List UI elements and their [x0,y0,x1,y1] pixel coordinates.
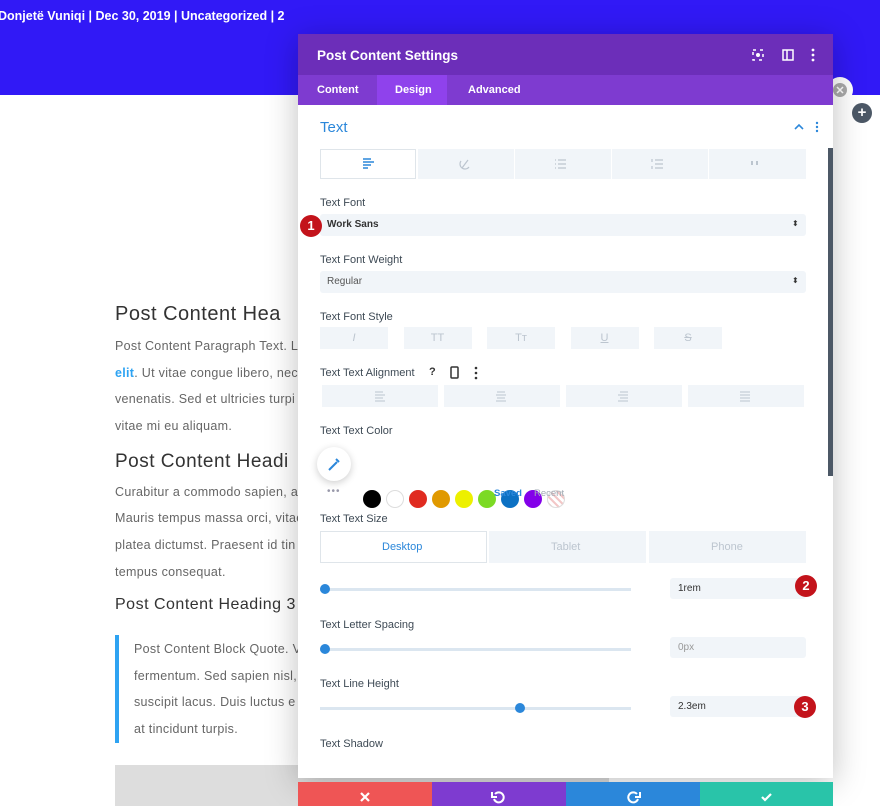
text: . Ut vitae congue libero, nec [134,366,298,380]
text-input[interactable]: 1rem [670,578,806,599]
icon [360,792,370,802]
paragraph-line: Post Content Paragraph Text. Lo [115,339,306,353]
color-swatch[interactable] [363,490,381,508]
device-label: Tablet [551,541,581,553]
icon [833,83,847,97]
slider-knob[interactable] [515,703,525,713]
section-title[interactable]: Text [320,119,348,136]
field-label: Text Text Size [320,513,388,525]
slider-track[interactable] [320,707,631,710]
help-icon[interactable]: ? [429,366,436,378]
color-swatch[interactable] [501,490,519,508]
device-label: Phone [711,541,743,553]
eyedropper [328,458,340,471]
slider-knob[interactable] [320,644,330,654]
style-button[interactable]: Tт [487,327,555,349]
color-picker[interactable] [317,447,351,481]
alignment-buttons[interactable] [322,385,804,407]
style-button[interactable]: I [320,327,388,349]
tab[interactable]: Design [395,84,432,96]
icon [627,791,641,804]
paragraph-line: vitae mi eu aliquam. [115,419,233,433]
modal-header [298,34,833,75]
color-swatch[interactable] [409,490,427,508]
header-icons[interactable] [748,46,823,64]
field-label: Text Letter Spacing [320,619,415,631]
select-value: Regular [327,276,363,287]
modal-title: Post Content Settings [317,48,458,63]
quote-line: at tincidunt turpis. [134,722,238,736]
discard-button[interactable] [298,782,432,806]
tab[interactable]: Advanced [468,84,521,96]
text-input[interactable]: 0px [670,637,806,658]
post-meta: Donjetë Vuniqi | Dec 30, 2019 | Uncatego… [0,9,285,23]
field-label: Text Font [320,197,366,209]
heading: Post Content Heading 3 [115,596,296,613]
field-label: Text Line Height [320,678,399,690]
responsive-icons[interactable] [448,366,484,380]
select-value: Work Sans [327,219,379,230]
badge: 1 [300,215,322,237]
color-swatch-none[interactable] [547,490,565,508]
icon [761,793,772,802]
paragraph-line: platea dictumst. Praesent id tin [115,538,296,552]
heading: Post Content Headi [115,451,289,472]
settings-modal: Post Content Settings Content Design Adv… [298,34,833,806]
device-tab[interactable] [320,531,487,563]
undo-button[interactable] [432,782,566,806]
add-button[interactable]: + [852,103,872,123]
paragraph-line: tempus consequat. [115,565,226,579]
color-swatch[interactable] [432,490,450,508]
field-label: Text Text Alignment [320,367,415,379]
select-arrow: ⬍ [792,276,799,285]
device-tab[interactable] [649,531,806,563]
paragraph-line: Mauris tempus massa orci, vitae [115,511,304,525]
badge: 3 [794,696,816,718]
style-button[interactable]: S [654,327,722,349]
field-label: Text Shadow [320,738,383,750]
saved-tab[interactable]: Saved [494,488,522,499]
link[interactable]: elit [115,366,135,380]
color-swatch[interactable] [386,490,404,508]
quote-line: fermentum. Sed sapien nisl, [134,669,298,683]
select[interactable] [320,214,806,236]
slider-track[interactable] [320,648,631,651]
paragraph-line: elit. Ut vitae congue libero, nec [115,366,298,380]
tab[interactable]: Content [317,84,359,96]
text-input[interactable]: 2.3em [670,696,806,717]
color-swatch[interactable] [455,490,473,508]
quote-border [115,635,119,743]
quote-line: Post Content Block Quote. V [134,642,302,656]
slider-knob[interactable] [320,584,330,594]
subtab-icons[interactable] [320,149,806,179]
select[interactable] [320,271,806,293]
paragraph-line: Curabitur a commodo sapien, a [115,485,299,499]
redo-button[interactable] [566,782,700,806]
field-label: Text Font Weight [320,254,403,266]
field-label: Text Font Style [320,311,393,323]
color-swatch[interactable] [478,490,496,508]
quote-line: suscipit lacus. Duis luctus e [134,695,296,709]
icon [491,791,505,804]
device-tab[interactable] [489,531,646,563]
select-arrow: ⬍ [792,219,799,228]
slider-track[interactable] [320,588,631,591]
recent-tab[interactable]: Recent [534,488,565,499]
scrollbar[interactable] [828,148,833,476]
device-label: Desktop [382,541,423,553]
active-tab-bg [377,75,447,105]
heading: Post Content Hea [115,303,281,325]
style-button[interactable]: TT [403,327,472,349]
field-label: Text Text Color [320,425,393,437]
section-icons[interactable] [793,120,823,134]
style-button[interactable]: U [570,327,639,349]
more-dots[interactable]: ••• [327,486,341,497]
save-button[interactable] [700,782,833,806]
paragraph-line: venenatis. Sed et ultricies turpi [115,392,296,406]
color-swatch[interactable] [524,490,542,508]
badge: 2 [795,575,817,597]
